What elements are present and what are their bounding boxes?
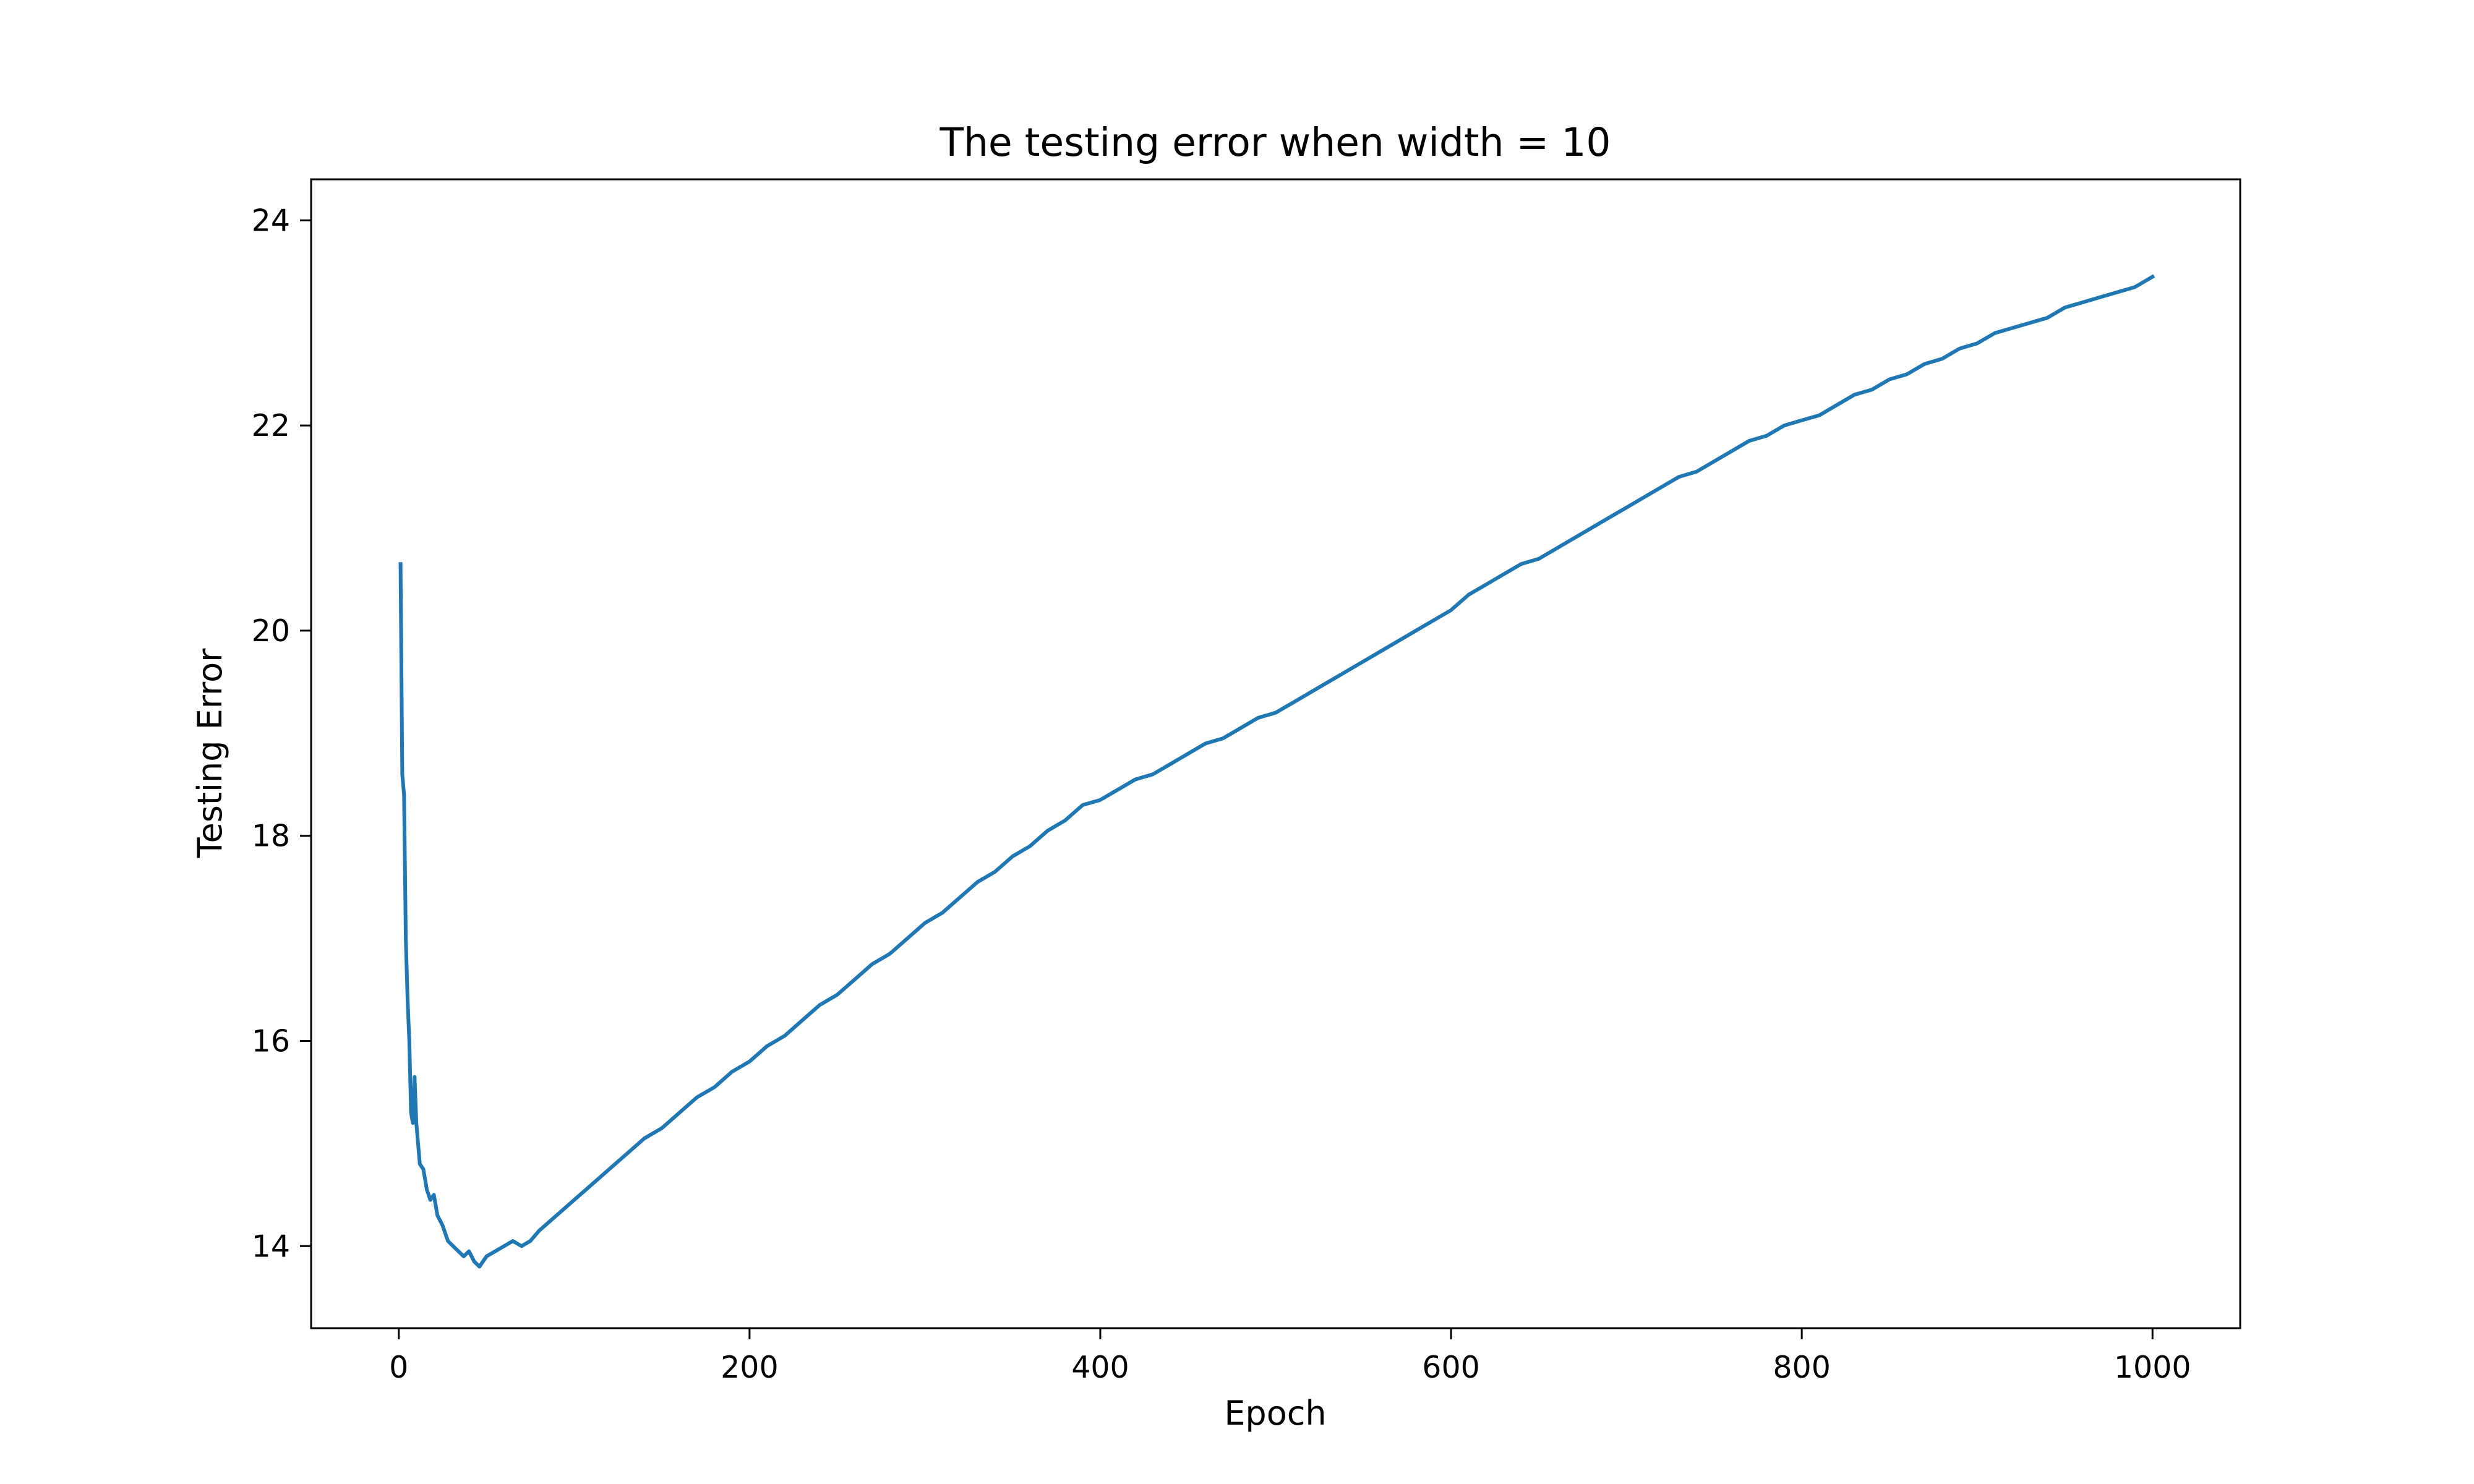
x-tick-label: 200 xyxy=(721,1350,779,1385)
axis-ticks: 0 200 400 600 800 1000 14 16 18 20 22 24 xyxy=(252,203,2191,1385)
x-axis-label: Epoch xyxy=(1224,1394,1326,1433)
y-tick-label: 24 xyxy=(252,203,290,238)
y-tick-label: 14 xyxy=(252,1229,290,1264)
plot-frame xyxy=(310,178,2241,1329)
chart-title: The testing error when width = 10 xyxy=(940,120,1611,165)
series-line-0 xyxy=(398,274,2155,1269)
plot-area xyxy=(398,274,2155,1269)
x-tick-label: 1000 xyxy=(2114,1350,2191,1385)
x-tick-label: 400 xyxy=(1071,1350,1129,1385)
x-tick-label: 0 xyxy=(389,1350,408,1385)
y-tick-label: 16 xyxy=(252,1024,290,1059)
y-tick-label: 18 xyxy=(252,819,290,854)
x-tick-label: 600 xyxy=(1422,1350,1480,1385)
y-tick-label: 22 xyxy=(252,408,290,443)
y-tick-label: 20 xyxy=(252,613,290,649)
x-tick-label: 800 xyxy=(1773,1350,1831,1385)
y-axis-label: Testing Error xyxy=(190,648,229,858)
